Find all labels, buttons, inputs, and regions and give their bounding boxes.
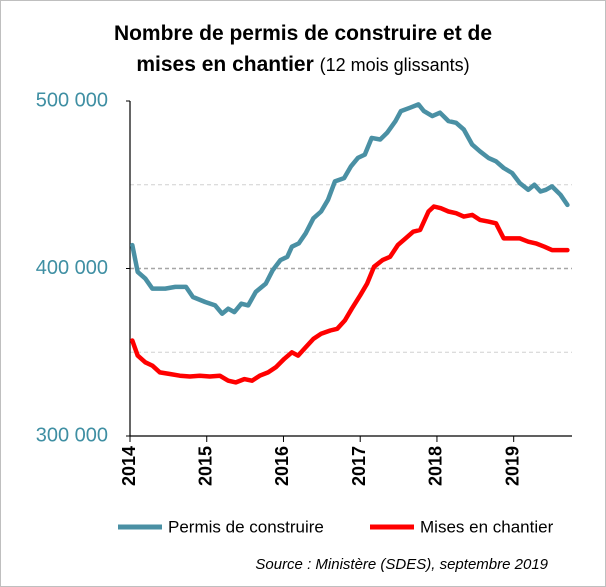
legend-label: Permis de construire — [168, 517, 324, 536]
x-tick-label: 2014 — [119, 446, 139, 486]
chart-subtitle: (12 mois glissants) — [319, 55, 470, 75]
y-tick-label: 300 000 — [36, 424, 108, 446]
y-tick-label: 500 000 — [36, 89, 108, 111]
series-line — [130, 204, 570, 385]
source-note: Source : Ministère (SDES), septembre 201… — [255, 556, 548, 573]
title-block: Nombre de permis de construire et de mis… — [103, 18, 503, 81]
series-line — [130, 102, 570, 316]
x-tick-label: 2015 — [195, 446, 215, 486]
chart-title: Nombre de permis de construire et de mis… — [113, 22, 493, 76]
x-tick-label: 2016 — [272, 446, 292, 486]
x-tick-label: 2017 — [349, 446, 369, 486]
x-tick-label: 2018 — [426, 446, 446, 486]
y-tick-label: 400 000 — [36, 257, 108, 279]
legend-label: Mises en chantier — [420, 517, 554, 536]
x-tick-label: 2019 — [502, 446, 522, 486]
